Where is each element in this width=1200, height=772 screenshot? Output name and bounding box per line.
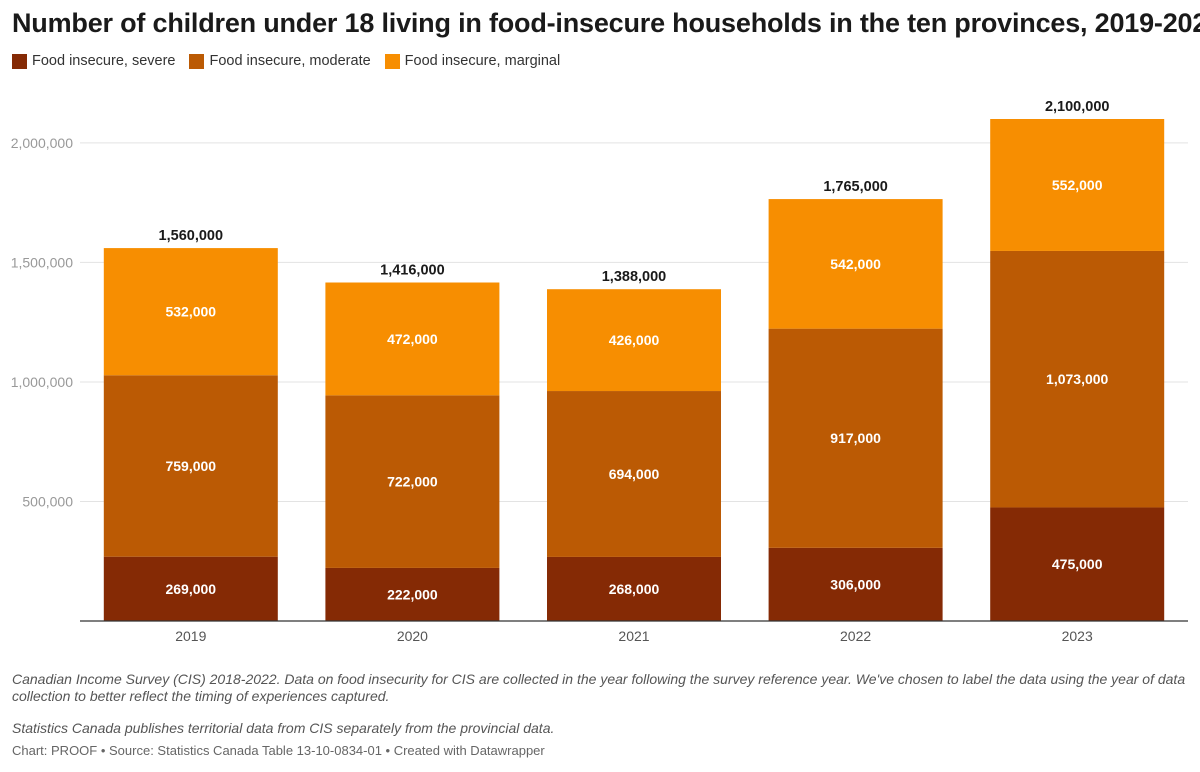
segment-value-label: 426,000 [609, 332, 660, 348]
segment-value-label: 532,000 [165, 304, 216, 320]
legend-item-moderate: Food insecure, moderate [189, 53, 371, 69]
bar-segment [103, 556, 278, 621]
legend-item-severe: Food insecure, severe [12, 53, 175, 69]
segment-value-label: 1,073,000 [1046, 371, 1108, 387]
total-value-label: 1,388,000 [602, 269, 667, 285]
y-tick-label: 500,000 [22, 493, 73, 509]
x-tick-label: 2022 [840, 628, 871, 644]
segment-value-label: 917,000 [830, 430, 881, 446]
legend-swatch-severe [12, 53, 27, 69]
x-tick-label: 2021 [618, 628, 649, 644]
legend-swatch-marginal [384, 53, 400, 69]
segment-value-label: 722,000 [387, 474, 438, 490]
segment-value-label: 472,000 [387, 331, 438, 347]
bar-segment [768, 199, 943, 329]
bar-segment [768, 328, 943, 548]
footnote-territorial: Statistics Canada publishes territorial … [12, 720, 555, 736]
bar-segment [547, 289, 721, 392]
bar-segment [547, 556, 721, 621]
segment-value-label: 269,000 [165, 581, 216, 597]
segment-value-label: 475,000 [1052, 556, 1103, 572]
chart-credit: Chart: PROOF • Source: Statistics Canada… [12, 743, 545, 758]
segment-value-label: 552,000 [1052, 177, 1103, 193]
footnote-survey: Canadian Income Survey (CIS) 2018-2022. … [12, 671, 1185, 705]
bar-segment [325, 567, 500, 621]
segment-value-label: 306,000 [830, 576, 881, 592]
bar-segment [990, 507, 1165, 621]
y-tick-label: 2,000,000 [11, 135, 73, 151]
bar-segment [103, 248, 278, 376]
segment-value-label: 268,000 [609, 581, 660, 597]
y-tick-label: 1,000,000 [11, 374, 73, 390]
total-value-label: 1,765,000 [823, 179, 888, 195]
x-tick-label: 2019 [175, 628, 206, 644]
footnote-line-1: Canadian Income Survey (CIS) 2018-2022. … [12, 671, 1186, 687]
bar-segment [768, 547, 943, 621]
total-value-label: 2,100,000 [1045, 99, 1110, 115]
stacked-bar-chart: 500,000 1,000,000 1,500,000 2,000,000 269,00… [11, 99, 1188, 644]
x-tick-label: 2023 [1062, 628, 1093, 644]
legend-label-marginal: Food insecure, marginal [404, 53, 561, 69]
bar-segment [990, 250, 1165, 508]
x-tick-label: 2020 [397, 628, 428, 644]
bar-segment [103, 375, 278, 557]
segment-value-label: 694,000 [609, 466, 660, 482]
legend-swatch-moderate [189, 53, 205, 69]
segment-value-label: 222,000 [387, 586, 438, 602]
chart-title: Number of children under 18 living in fo… [12, 8, 1200, 38]
bar-segment [547, 391, 721, 557]
legend-item-marginal: Food insecure, marginal [384, 53, 561, 69]
y-tick-label: 1,500,000 [11, 254, 73, 270]
footnote-line-2: collection to better reflect the timing … [12, 688, 390, 704]
total-value-label: 1,416,000 [380, 263, 445, 279]
bar-segment [325, 395, 500, 568]
total-value-label: 1,560,000 [159, 228, 224, 244]
bar-segment [990, 119, 1165, 251]
bar-segment [325, 282, 500, 396]
segment-value-label: 542,000 [830, 256, 881, 272]
segment-value-label: 759,000 [165, 458, 216, 474]
legend: Food insecure, severe Food insecure, mod… [12, 53, 574, 69]
legend-label-severe: Food insecure, severe [32, 53, 176, 69]
legend-label-moderate: Food insecure, moderate [209, 53, 371, 69]
